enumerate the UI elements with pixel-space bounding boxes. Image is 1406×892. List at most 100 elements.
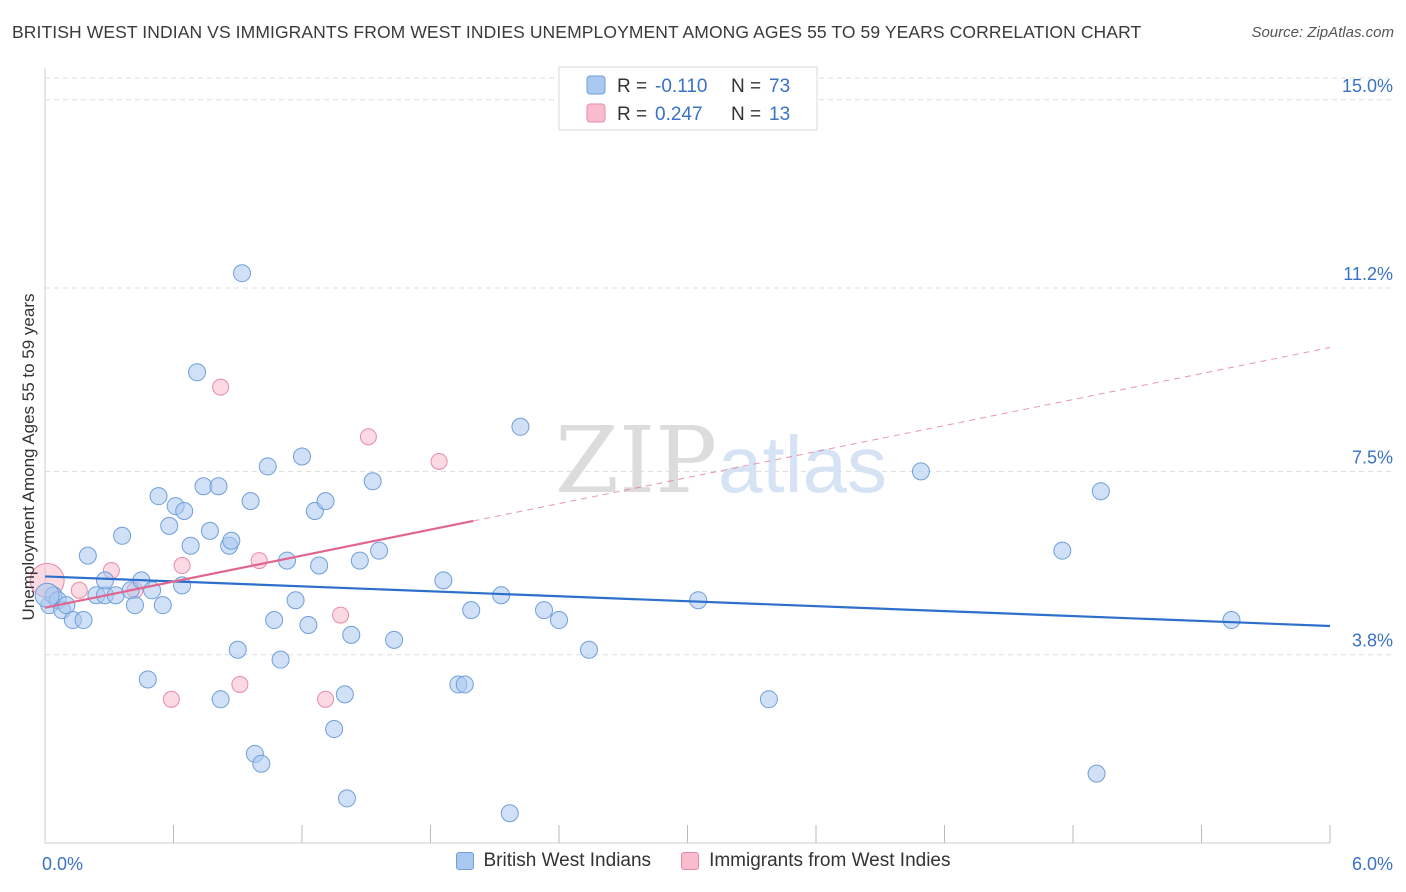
british-point-18	[149, 487, 168, 506]
immigrants-point-7	[231, 675, 249, 693]
y-tick-label-3: 15.0%	[1342, 76, 1393, 96]
british-point-66	[759, 690, 778, 709]
trend-lines	[44, 347, 1331, 628]
british-point-24	[181, 536, 200, 555]
british-point-42	[293, 447, 311, 466]
british-point-10	[95, 571, 114, 590]
british-point-37	[258, 457, 277, 476]
chart-title: BRITISH WEST INDIAN VS IMMIGRANTS FROM W…	[12, 22, 1142, 42]
british-point-32	[228, 640, 247, 659]
british-point-27	[200, 521, 219, 540]
british-point-6	[74, 611, 93, 630]
series-british-points	[34, 264, 1241, 823]
british-point-14	[125, 596, 144, 615]
y-tick-labels: 3.8% 7.5% 11.2% 15.0%	[1342, 76, 1393, 651]
y-axis-label: Unemployment Among Ages 55 to 59 years	[19, 294, 38, 621]
stats-r-label-pink: R =	[617, 104, 647, 125]
immigrants-point-10	[332, 606, 350, 624]
british-point-70	[1091, 482, 1110, 501]
immigrants-point-6	[212, 378, 230, 396]
legend-swatch-british	[455, 852, 474, 870]
axes	[44, 68, 1331, 844]
british-point-43	[299, 615, 318, 634]
stats-n-value-pink: 13	[769, 104, 790, 125]
british-point-41	[286, 591, 305, 610]
stats-r-value-blue: -0.110	[655, 76, 707, 97]
british-point-58	[462, 601, 481, 620]
x-tick-label-1: 6.0%	[1352, 854, 1393, 874]
british-point-38	[265, 611, 284, 630]
watermark-zip: ZIP	[555, 407, 717, 514]
british-point-26	[194, 477, 213, 496]
immigrants-point-12	[430, 452, 448, 470]
legend-label-immigrants: Immigrants from West Indies	[709, 850, 951, 871]
british-point-25	[188, 363, 207, 382]
british-point-54	[385, 630, 404, 649]
y-tick-label-1: 7.5%	[1352, 447, 1393, 467]
british-point-62	[535, 601, 554, 620]
immigrants-point-1	[70, 581, 88, 599]
british-point-19	[153, 596, 172, 615]
british-point-47	[325, 720, 344, 739]
british-point-60	[500, 804, 519, 823]
british-point-52	[363, 472, 382, 491]
british-point-67	[911, 462, 930, 481]
british-point-33	[233, 264, 252, 283]
immigrants-trend-line	[44, 519, 474, 609]
source-label: Source: ZipAtlas.com	[1251, 24, 1394, 41]
british-point-31	[222, 531, 241, 550]
british-trend-line	[44, 575, 1331, 628]
immigrants-point-5	[173, 557, 191, 575]
british-point-34	[241, 492, 260, 511]
british-point-68	[1053, 541, 1072, 560]
british-point-20	[160, 516, 179, 535]
stats-legend-swatch-blue	[586, 75, 606, 95]
immigrants-point-4	[162, 690, 180, 708]
british-point-7	[78, 546, 97, 565]
british-point-48	[335, 685, 354, 704]
british-point-57	[455, 675, 474, 694]
legend-item-british[interactable]: British West Indians	[455, 850, 652, 872]
british-point-16	[138, 670, 157, 689]
british-point-12	[113, 526, 132, 545]
british-point-39	[271, 650, 290, 669]
british-point-29	[211, 690, 230, 709]
british-point-53	[370, 541, 389, 560]
stats-r-value-pink: 0.247	[655, 104, 703, 125]
stats-legend-swatch-pink	[586, 103, 606, 123]
watermark: ZIP atlas	[555, 407, 887, 514]
stats-r-label-blue: R =	[617, 76, 647, 97]
british-point-46	[316, 492, 335, 511]
british-point-28	[209, 477, 228, 496]
stats-n-label-pink: N =	[731, 104, 761, 125]
british-point-61	[511, 417, 530, 436]
british-point-50	[342, 625, 361, 644]
british-point-49	[337, 789, 356, 808]
british-point-55	[434, 571, 453, 590]
y-tick-label-2: 11.2%	[1343, 264, 1393, 284]
british-point-63	[550, 611, 568, 630]
grid-lines	[45, 77, 1395, 656]
british-point-69	[1087, 764, 1106, 783]
british-point-64	[579, 640, 598, 659]
legend-swatch-immigrants	[681, 852, 700, 870]
y-tick-label-0: 3.8%	[1352, 631, 1393, 651]
legend-label-british: British West Indians	[483, 850, 652, 871]
series-legend: British West Indians Immigrants from Wes…	[0, 850, 1406, 872]
immigrants-point-11	[359, 428, 377, 446]
immigrants-point-9	[317, 690, 335, 708]
british-point-36	[252, 754, 271, 773]
british-point-71	[1222, 611, 1241, 630]
british-point-45	[310, 556, 329, 575]
stats-n-label-blue: N =	[731, 76, 761, 97]
british-point-72	[34, 582, 60, 608]
stats-n-value-blue: 73	[769, 76, 790, 97]
x-tick-label-0: 0.0%	[42, 854, 83, 874]
british-point-51	[350, 551, 369, 570]
watermark-atlas: atlas	[718, 420, 887, 509]
x-tick-labels: 0.0% 6.0%	[42, 854, 1393, 874]
stats-legend: R = -0.110 N = 73 R = 0.247 N = 13	[558, 66, 818, 131]
british-point-23	[175, 502, 194, 521]
legend-item-immigrants[interactable]: Immigrants from West Indies	[681, 850, 951, 872]
